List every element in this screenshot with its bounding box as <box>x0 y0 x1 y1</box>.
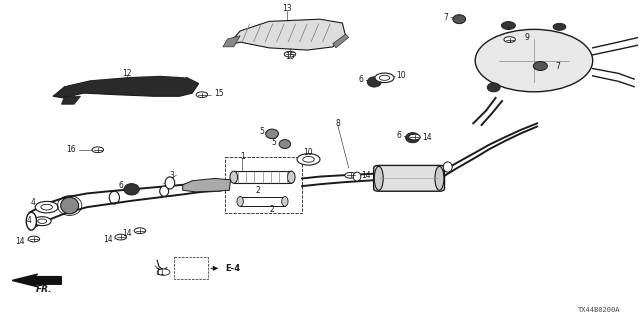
Text: 2: 2 <box>269 205 275 214</box>
Polygon shape <box>12 274 61 287</box>
Ellipse shape <box>487 83 500 92</box>
Text: 5: 5 <box>272 138 276 147</box>
Text: 14: 14 <box>362 171 371 180</box>
Ellipse shape <box>279 140 291 148</box>
Text: 7: 7 <box>556 61 561 70</box>
Ellipse shape <box>124 184 140 195</box>
Ellipse shape <box>282 196 288 206</box>
Ellipse shape <box>501 21 515 29</box>
Text: 6: 6 <box>118 181 124 190</box>
Circle shape <box>345 172 356 178</box>
Text: 13: 13 <box>282 4 292 13</box>
Circle shape <box>284 51 296 57</box>
Text: 15: 15 <box>285 52 295 61</box>
Polygon shape <box>53 76 198 98</box>
Text: 14: 14 <box>122 229 132 238</box>
Text: 14: 14 <box>422 132 432 141</box>
Text: 7: 7 <box>443 13 448 22</box>
Ellipse shape <box>160 186 169 196</box>
Text: 10: 10 <box>397 71 406 80</box>
Text: 14: 14 <box>103 235 113 244</box>
Text: 5: 5 <box>259 127 264 136</box>
Circle shape <box>28 236 40 242</box>
FancyBboxPatch shape <box>374 165 445 191</box>
Text: 3: 3 <box>170 171 174 180</box>
Polygon shape <box>227 19 346 50</box>
Circle shape <box>134 228 146 234</box>
Text: 6: 6 <box>397 131 402 140</box>
Text: 14: 14 <box>15 237 25 246</box>
Polygon shape <box>333 34 349 48</box>
Circle shape <box>375 73 394 83</box>
Text: 16: 16 <box>67 145 76 154</box>
Circle shape <box>409 134 420 140</box>
Text: 2: 2 <box>255 186 260 195</box>
Text: 12: 12 <box>122 69 132 78</box>
Ellipse shape <box>230 171 237 183</box>
Ellipse shape <box>406 132 420 143</box>
Ellipse shape <box>26 212 36 230</box>
Circle shape <box>33 217 51 226</box>
Circle shape <box>92 147 104 153</box>
Text: 4: 4 <box>31 197 36 206</box>
Ellipse shape <box>453 15 466 24</box>
Text: 9: 9 <box>524 33 529 42</box>
Ellipse shape <box>266 129 278 139</box>
Text: 8: 8 <box>335 119 340 128</box>
Circle shape <box>196 92 207 98</box>
Polygon shape <box>61 96 81 104</box>
Polygon shape <box>182 179 230 192</box>
Bar <box>225 157 302 212</box>
Text: 10: 10 <box>304 148 314 156</box>
Ellipse shape <box>374 166 383 190</box>
Polygon shape <box>223 36 240 47</box>
Text: 11: 11 <box>156 268 165 277</box>
Ellipse shape <box>444 162 452 172</box>
Text: 6: 6 <box>358 75 364 84</box>
Text: 1: 1 <box>240 152 244 161</box>
Ellipse shape <box>533 61 547 70</box>
Circle shape <box>380 75 390 80</box>
Ellipse shape <box>287 171 295 183</box>
Circle shape <box>303 156 314 162</box>
Ellipse shape <box>353 172 361 181</box>
Text: 15: 15 <box>214 89 224 98</box>
Circle shape <box>504 37 515 43</box>
Text: 4: 4 <box>26 216 31 225</box>
Circle shape <box>115 234 127 240</box>
Ellipse shape <box>165 177 175 189</box>
Ellipse shape <box>61 197 79 214</box>
Text: FR.: FR. <box>36 284 52 293</box>
Bar <box>174 257 207 279</box>
Text: E-4: E-4 <box>225 264 241 273</box>
Text: TX44B0200A: TX44B0200A <box>578 307 620 313</box>
Ellipse shape <box>435 166 444 190</box>
Ellipse shape <box>237 196 243 206</box>
Ellipse shape <box>367 77 381 87</box>
Ellipse shape <box>553 23 566 30</box>
Circle shape <box>38 219 47 223</box>
Circle shape <box>297 154 320 165</box>
Ellipse shape <box>475 29 593 92</box>
Circle shape <box>41 204 52 210</box>
Circle shape <box>157 269 170 275</box>
Circle shape <box>35 201 58 213</box>
